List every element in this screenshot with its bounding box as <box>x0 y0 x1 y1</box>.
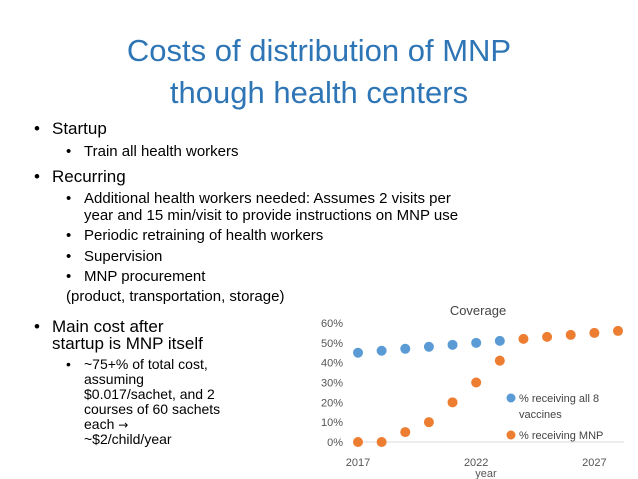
legend-marker-mnp <box>506 430 516 440</box>
legend-label-vaccines-line1: % receiving all 8 <box>519 393 599 405</box>
point-mnp <box>447 397 458 408</box>
x-tick-label: 2017 <box>346 457 370 469</box>
y-tick-label: 0% <box>327 437 343 449</box>
point-mnp <box>494 355 505 366</box>
legend-marker-vaccines <box>506 393 516 403</box>
bullet-supervision: Supervision <box>66 248 162 266</box>
point-mnp <box>518 333 529 344</box>
legend-label-vaccines-line2: vaccines <box>519 409 562 421</box>
y-tick-label: 60% <box>321 318 343 330</box>
y-tick-label: 10% <box>321 417 343 429</box>
detail-line-5: each → <box>84 417 128 433</box>
point-mnp <box>589 327 600 338</box>
bullet-main-cost-line2: startup is MNP itself <box>52 334 203 353</box>
y-tick-label: 20% <box>321 397 343 409</box>
bullet-train-health-workers: Train all health workers <box>66 143 238 161</box>
point-mnp <box>376 437 387 447</box>
point-vaccines <box>353 347 363 358</box>
point-vaccines <box>447 339 458 350</box>
bullet-startup: Startup <box>34 119 107 139</box>
point-mnp <box>613 325 623 336</box>
slide-title: Costs of distribution of MNP though heal… <box>0 30 638 114</box>
point-vaccines <box>376 345 387 356</box>
detail-line-4: courses of 60 sachets <box>84 401 221 417</box>
arrow-right-icon: → <box>118 418 129 432</box>
point-mnp <box>565 329 576 340</box>
chart-title: Coverage <box>450 303 506 318</box>
detail-each: each <box>84 416 115 432</box>
x-tick-label: 2022 <box>464 457 488 469</box>
detail-line-3: $0.017/sachet, and 2 <box>84 386 215 402</box>
point-vaccines <box>400 343 411 354</box>
procurement-note: (product, transportation, storage) <box>66 288 285 305</box>
point-vaccines <box>423 341 434 352</box>
detail-line-6: ~$2/child/year <box>84 431 172 447</box>
bullet-additional-workers-line2: year and 15 min/visit to provide instruc… <box>84 207 459 224</box>
point-mnp <box>542 331 553 342</box>
title-line-2: though health centers <box>169 75 469 110</box>
point-mnp <box>471 377 482 388</box>
point-mnp <box>400 427 411 438</box>
point-vaccines <box>471 337 482 348</box>
detail-line-1: ~75+% of total cost, <box>66 357 208 373</box>
x-axis-label: year <box>475 468 497 479</box>
bullet-additional-workers-line1: Additional health workers needed: Assume… <box>66 190 451 208</box>
x-tick-label: 2027 <box>582 457 606 469</box>
point-mnp <box>353 437 363 447</box>
y-tick-label: 40% <box>321 358 343 370</box>
point-vaccines <box>494 335 505 346</box>
title-line-1: Costs of distribution of MNP <box>126 33 512 68</box>
detail-line-2: assuming <box>84 371 144 387</box>
bullet-main-cost-line1: Main cost after <box>34 317 163 337</box>
point-mnp <box>423 417 434 428</box>
legend-label-mnp: % receiving MNP <box>519 430 603 442</box>
bullet-periodic-retraining: Periodic retraining of health workers <box>66 227 323 245</box>
y-tick-label: 50% <box>321 338 343 350</box>
y-tick-label: 30% <box>321 378 343 390</box>
bullet-recurring: Recurring <box>34 167 126 187</box>
bullet-mnp-procurement: MNP procurement <box>66 268 206 286</box>
